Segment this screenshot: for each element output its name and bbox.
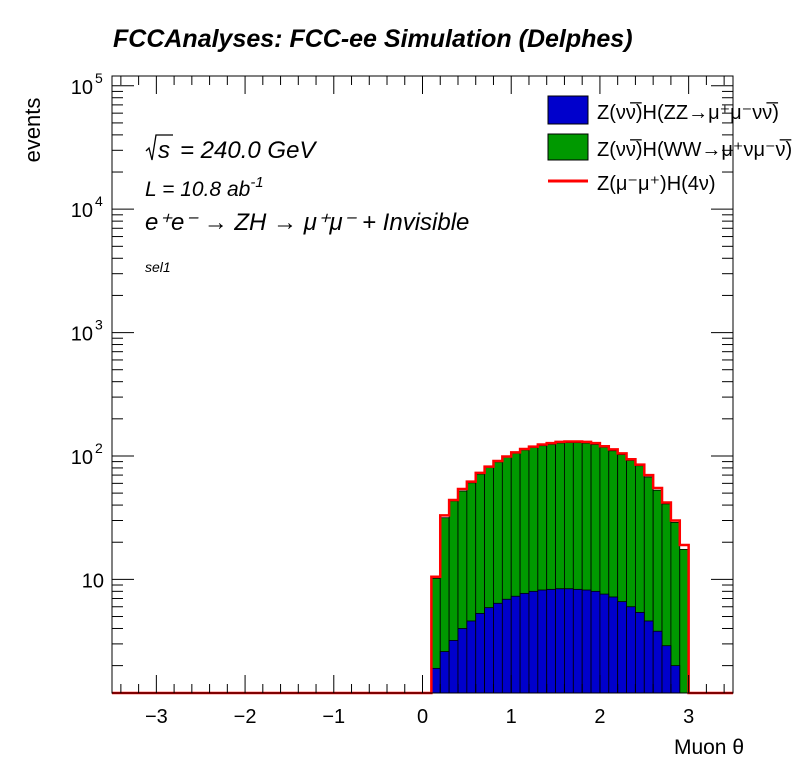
x-axis-label: Muon θ [674,736,744,759]
y-tick-label: 10 [71,324,93,346]
bar-zz-22 [617,601,627,694]
bar-ww-29 [679,548,690,694]
process-annotation: e⁺e⁻ → ZH → μ⁺μ⁻ + Invisible [145,209,469,236]
bar-zz-12 [528,590,539,694]
legend-swatch-ww [547,133,589,161]
x-tick-label: −3 [145,706,168,728]
luminosity-annotation: L = 10.8 ab-1 [145,174,264,201]
y-tick-label: 10 [71,200,93,222]
x-tick-label: 0 [417,706,428,728]
x-tick-label: 2 [594,706,605,728]
bar-zz-19 [590,590,601,694]
bar-zz-20 [599,593,610,694]
signal-line-4nu [112,440,733,695]
bar-zz-26 [652,630,663,694]
bar-zz-15 [555,588,565,694]
y-axis-label: events [20,98,45,163]
bar-zz-14 [546,588,556,694]
y-tick-label: 10 [82,570,104,592]
legend-swatch-zz [547,95,589,125]
bar-zz-5 [466,620,477,694]
bar-zz-17 [572,588,583,694]
sqrt-symbol [145,134,173,161]
legend-label-4nu: Z(μ⁻μ⁺)H(4ν) [597,173,716,195]
bar-zz-18 [581,589,592,694]
legend-label-ww: Z(νν̅)H(WW→μ⁺νμ⁻ν̅) [597,138,792,161]
bar-zz-21 [608,596,619,694]
y-tick-label: 10 [71,77,93,99]
y-tick-exponent: 5 [95,70,103,86]
sqrt-s-variable: s [158,137,170,164]
bar-zz-13 [537,589,548,694]
bar-zz-24 [635,611,645,694]
legend: Z(νν̅)H(ZZ→μ⁺μ⁻νν̅) Z(νν̅)H(WW→μ⁺νμ⁻ν̅) … [547,95,792,195]
y-tick-exponent: 4 [95,193,103,209]
bar-zz-23 [626,606,636,694]
bar-zz-1 [430,667,441,694]
bar-zz-4 [457,628,468,694]
bar-zz-25 [643,620,654,694]
bar-zz-27 [661,645,672,694]
selection-annotation: sel1 [145,259,171,275]
bar-zz-10 [510,595,521,694]
bar-zz-28 [670,665,681,694]
y-tick-exponent: 3 [95,317,103,333]
chart-title: FCCAnalyses: FCC-ee Simulation (Delphes) [113,25,633,53]
sqrt-s-annotation: s = 240.0 GeV [145,134,317,164]
bar-zz-3 [448,640,459,694]
bar-zz-8 [493,602,503,694]
plot-frame [111,75,734,694]
x-tick-label: 3 [683,706,694,728]
bar-zz-9 [501,598,512,694]
bar-zz-16 [564,588,574,694]
legend-label-zz: Z(νν̅)H(ZZ→μ⁺μ⁻νν̅) [597,101,779,124]
x-tick-label: −2 [234,706,257,728]
y-tick-exponent: 2 [95,440,103,456]
x-tick-label: −1 [322,706,345,728]
bar-zz-7 [484,607,494,694]
bar-zz-6 [475,612,486,694]
bar-zz-2 [439,651,450,694]
sqrt-s-text: = 240.0 GeV [180,137,317,164]
y-tick-label: 10 [71,447,93,469]
x-tick-label: 1 [506,706,517,728]
bar-zz-11 [519,592,530,694]
histogram-bars [112,440,733,695]
